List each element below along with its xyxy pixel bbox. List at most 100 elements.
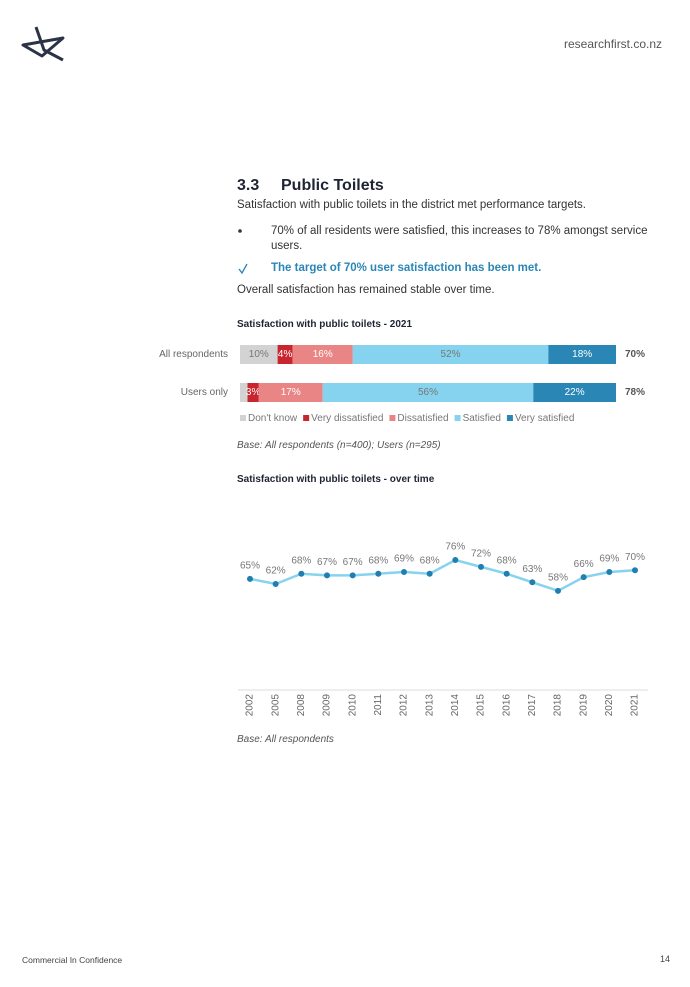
legend-label: Dissatisfied: [397, 413, 448, 424]
x-tick-label: 2011: [373, 694, 384, 716]
point: [478, 563, 484, 570]
legend-swatch: [454, 415, 461, 421]
total-label: 78%: [625, 387, 645, 398]
data-label: 52%: [441, 349, 461, 360]
x-tick-label: 2014: [450, 694, 461, 717]
point: [272, 580, 279, 587]
chart-title: Satisfaction with public toilets - 2021: [237, 319, 413, 330]
point: [349, 572, 356, 579]
x-tick-label: 2016: [501, 694, 512, 717]
bar-segment: [240, 345, 278, 364]
section-number: 3.3: [237, 177, 260, 194]
legend-label: Very satisfied: [515, 413, 574, 424]
x-tick-label: 2010: [347, 694, 358, 717]
legend-swatch: [506, 415, 513, 421]
data-label: 4%: [278, 349, 293, 360]
data-label: 18%: [572, 349, 592, 360]
point: [606, 569, 613, 576]
data-label: 56%: [418, 387, 438, 398]
data-label: 68%: [291, 555, 311, 566]
bar-segment: [247, 383, 259, 402]
footer-text: Commercial In Confidence: [22, 955, 123, 965]
data-label: 22%: [565, 387, 585, 398]
bullet-text: 70% of all residents were satisfied, thi…: [271, 225, 648, 252]
legend-swatch: [240, 415, 246, 421]
data-label: 69%: [599, 554, 619, 565]
data-label: 58%: [548, 572, 568, 583]
point: [247, 575, 253, 582]
section-title: Public Toilets: [281, 177, 384, 194]
data-label: 63%: [522, 564, 542, 575]
point: [426, 570, 433, 577]
point: [503, 570, 510, 577]
bar-segment: [277, 345, 293, 364]
check-icon: [238, 263, 248, 275]
bar-segment: [352, 345, 549, 364]
category-label: All respondents: [159, 349, 228, 360]
x-tick-label: 2005: [270, 694, 281, 717]
data-label: 68%: [420, 555, 440, 566]
point: [580, 574, 587, 581]
legend-label: Don't know: [248, 413, 298, 424]
summary: Overall satisfaction has remained stable…: [237, 284, 495, 296]
category-label: Users only: [181, 387, 228, 398]
chart-title: Satisfaction with public toilets - over …: [237, 474, 435, 485]
point: [555, 587, 561, 594]
data-label: 76%: [445, 542, 465, 553]
x-tick-label: 2017: [527, 694, 538, 717]
data-label: 62%: [266, 566, 286, 577]
point: [632, 567, 638, 574]
x-tick-label: 2018: [553, 694, 564, 717]
bar-segment: [322, 383, 534, 402]
chart-note: Base: All respondents (n=400); Users (n=…: [237, 440, 441, 451]
point: [324, 572, 330, 579]
bar-segment: [533, 383, 616, 402]
x-tick-label: 2021: [630, 694, 641, 717]
bar-segment: [292, 345, 353, 364]
legend-label: Satisfied: [463, 413, 501, 424]
data-label: 70%: [625, 552, 645, 563]
site: researchfirst.co.nz: [564, 37, 663, 51]
x-tick-label: 2019: [578, 694, 589, 717]
x-tick-label: 2015: [476, 694, 487, 717]
bullet: [238, 229, 242, 233]
data-label: 66%: [574, 559, 594, 570]
data-label: 69%: [394, 554, 414, 565]
bar-segment: [240, 383, 248, 402]
data-label: 17%: [281, 387, 301, 398]
data-label: 10%: [249, 349, 269, 360]
x-tick-label: 2008: [296, 694, 307, 717]
bar-segment: [548, 345, 616, 364]
point: [298, 570, 305, 577]
page-number: 14: [660, 954, 671, 964]
point: [452, 557, 459, 564]
chart-note: Base: All respondents: [237, 734, 334, 745]
x-tick-label: 2009: [322, 694, 333, 717]
data-label: 67%: [317, 557, 337, 568]
x-tick-label: 2020: [604, 694, 615, 717]
data-label: 68%: [368, 555, 388, 566]
total-label: 70%: [625, 349, 645, 360]
x-tick-label: 2002: [245, 694, 256, 717]
data-label: 65%: [240, 560, 260, 571]
legend-label: Very dissatisfied: [311, 413, 383, 424]
x-tick-label: 2013: [424, 694, 435, 717]
intro: Satisfaction with public toilets in the …: [237, 199, 586, 211]
data-label: 16%: [313, 349, 333, 360]
check-text: The target of 70% user satisfaction has …: [271, 262, 542, 274]
point: [401, 569, 407, 576]
data-label: 72%: [471, 549, 491, 560]
x-tick-label: 2012: [399, 694, 410, 717]
data-label: 68%: [497, 555, 517, 566]
legend-swatch: [389, 415, 396, 421]
legend-swatch: [303, 415, 310, 421]
point: [375, 570, 382, 577]
point: [529, 579, 536, 586]
data-label: 3%: [246, 387, 261, 398]
logo: [21, 26, 65, 62]
bar-segment: [258, 383, 323, 402]
data-label: 67%: [343, 557, 363, 568]
line: [249, 558, 636, 593]
